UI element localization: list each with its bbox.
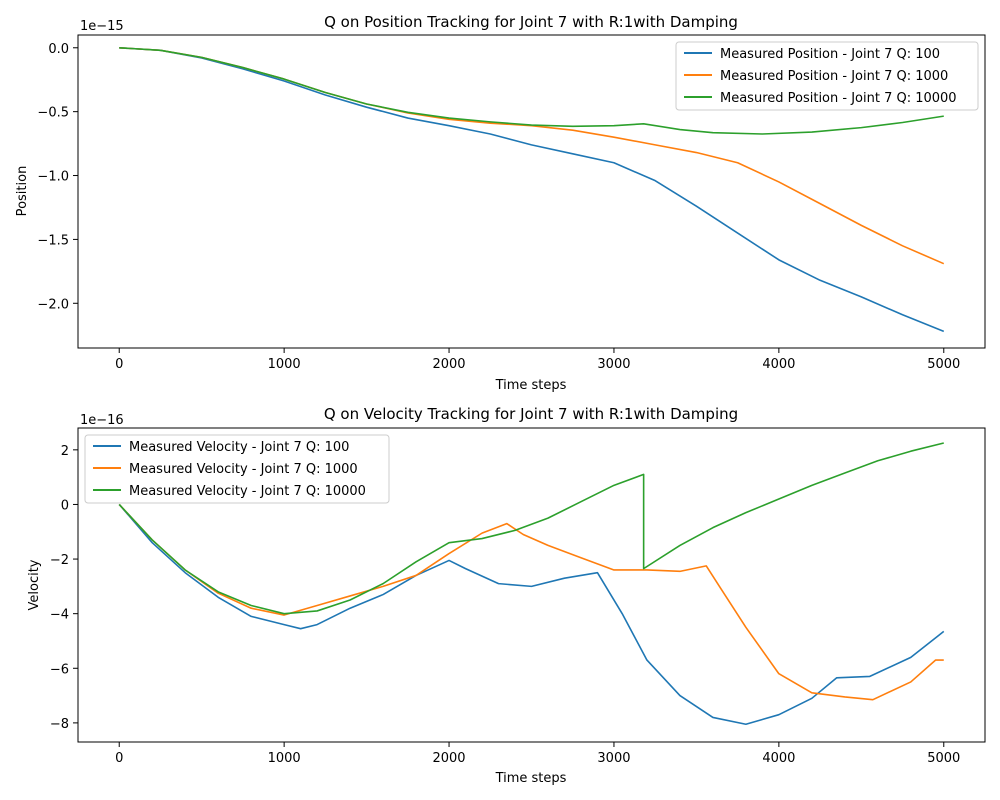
velocity-legend-box: [84, 434, 390, 504]
position-x-axis-label: Time steps: [495, 378, 567, 393]
velocity-legend: Measured Velocity - Joint 7 Q: 100 Measu…: [84, 434, 390, 504]
position-series-lines: [119, 46, 945, 333]
position-y-axis-label: Position: [15, 166, 30, 217]
position-series-line-q100: [119, 46, 945, 333]
velocity-chart: Q on Velocity Tracking for Joint 7 with …: [27, 405, 986, 786]
position-y-tick-label: −1.0: [37, 170, 69, 185]
velocity-x-tick-label: 3000: [597, 751, 630, 766]
position-y-tick-label: 0.0: [48, 42, 69, 57]
velocity-y-axis-label: Velocity: [27, 559, 42, 610]
position-y-ticks: 0.0 −0.5 −1.0 −1.5 −2.0: [37, 42, 78, 312]
velocity-y-ticks: 2 0 −2 −4 −6 −8: [50, 444, 78, 732]
velocity-x-ticks: 0 1000 2000 3000 4000 5000: [115, 742, 960, 766]
velocity-y-tick-label: −2: [50, 553, 69, 568]
velocity-x-tick-label: 5000: [927, 751, 960, 766]
position-plot-frame: [77, 34, 986, 349]
position-x-tick-label: 5000: [927, 357, 960, 372]
velocity-y-tick-label: −4: [50, 608, 69, 623]
velocity-y-tick-label: −6: [50, 662, 69, 677]
velocity-series-line-q1000: [118, 503, 944, 701]
velocity-plot-frame: [77, 427, 986, 743]
velocity-series-line-q100: [118, 503, 945, 726]
position-y-tick-label: −2.0: [37, 297, 69, 312]
position-x-tick-label: 1000: [268, 357, 301, 372]
position-legend-label-q10000: Measured Position - Joint 7 Q: 10000: [720, 91, 957, 106]
position-legend: Measured Position - Joint 7 Q: 100 Measu…: [675, 41, 979, 111]
position-x-tick-label: 0: [115, 357, 123, 372]
velocity-legend-label-q1000: Measured Velocity - Joint 7 Q: 1000: [129, 462, 358, 477]
velocity-y-tick-label: 2: [61, 444, 69, 459]
velocity-series-lines: [118, 442, 945, 726]
position-chart: Q on Position Tracking for Joint 7 with …: [15, 13, 986, 393]
position-y-offset: 1e−15: [80, 19, 124, 34]
velocity-x-tick-label: 4000: [762, 751, 795, 766]
velocity-x-tick-label: 2000: [432, 751, 465, 766]
position-legend-label-q1000: Measured Position - Joint 7 Q: 1000: [720, 69, 948, 84]
position-legend-label-q100: Measured Position - Joint 7 Q: 100: [720, 47, 940, 62]
velocity-x-tick-label: 0: [115, 751, 123, 766]
position-x-tick-label: 2000: [432, 357, 465, 372]
velocity-y-tick-label: −8: [50, 717, 69, 732]
velocity-x-tick-label: 1000: [268, 751, 301, 766]
velocity-y-tick-label: 0: [61, 498, 69, 513]
velocity-legend-label-q10000: Measured Velocity - Joint 7 Q: 10000: [129, 484, 366, 499]
velocity-series-line-q10000: [118, 442, 944, 615]
position-y-tick-label: −1.5: [37, 233, 69, 248]
position-x-tick-label: 4000: [762, 357, 795, 372]
position-series-line-q10000: [119, 46, 944, 135]
velocity-y-offset: 1e−16: [80, 413, 124, 428]
position-legend-box: [675, 41, 979, 111]
velocity-legend-label-q100: Measured Velocity - Joint 7 Q: 100: [129, 440, 349, 455]
position-chart-title: Q on Position Tracking for Joint 7 with …: [324, 13, 738, 31]
velocity-chart-title: Q on Velocity Tracking for Joint 7 with …: [324, 405, 738, 423]
position-y-tick-label: −0.5: [37, 106, 69, 121]
position-x-ticks: 0 1000 2000 3000 4000 5000: [115, 348, 960, 372]
position-x-tick-label: 3000: [597, 357, 630, 372]
velocity-x-axis-label: Time steps: [495, 771, 567, 786]
